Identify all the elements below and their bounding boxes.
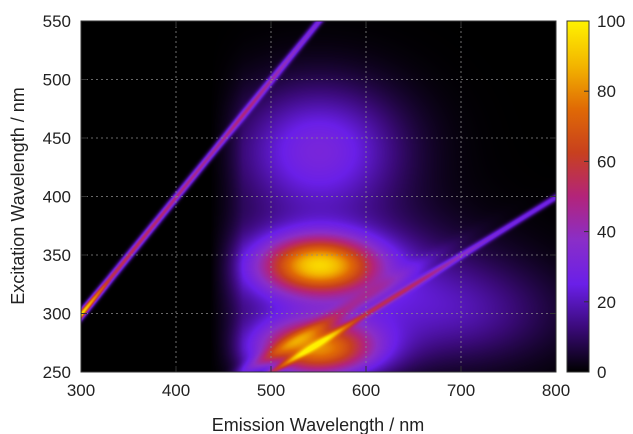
x-tick-label: 300 [67,381,95,400]
y-tick-label: 450 [43,129,71,148]
colorbar-ticks: 0 20 40 60 80 100 [584,12,625,382]
colorbar-tick-label: 20 [597,293,616,312]
y-axis-ticks: 250 300 350 400 450 500 550 [43,12,556,382]
x-tick-label: 800 [542,381,570,400]
colorbar-tick-label: 60 [597,152,616,171]
x-tick-label: 600 [352,381,380,400]
plot-area [80,20,557,373]
colorbar-tick-label: 0 [597,363,606,382]
x-axis-label: Emission Wavelength / nm [212,415,424,434]
x-tick-label: 500 [257,381,285,400]
y-tick-label: 500 [43,71,71,90]
y-tick-label: 350 [43,246,71,265]
x-axis-ticks: 300 400 500 600 700 800 [67,21,570,400]
colorbar: 0 20 40 60 80 100 [566,12,625,382]
colorbar-tick-label: 40 [597,223,616,242]
grid-lines [81,21,556,372]
x-tick-label: 700 [447,381,475,400]
y-tick-label: 300 [43,305,71,324]
y-tick-label: 400 [43,188,71,207]
x-tick-label: 400 [162,381,190,400]
y-tick-label: 550 [43,12,71,31]
colorbar-tick-label: 80 [597,82,616,101]
y-axis-label: Excitation Wavelength / nm [8,87,28,304]
y-tick-label: 250 [43,363,71,382]
colorbar-tick-label: 100 [597,12,625,31]
colorbar-gradient [566,20,590,373]
